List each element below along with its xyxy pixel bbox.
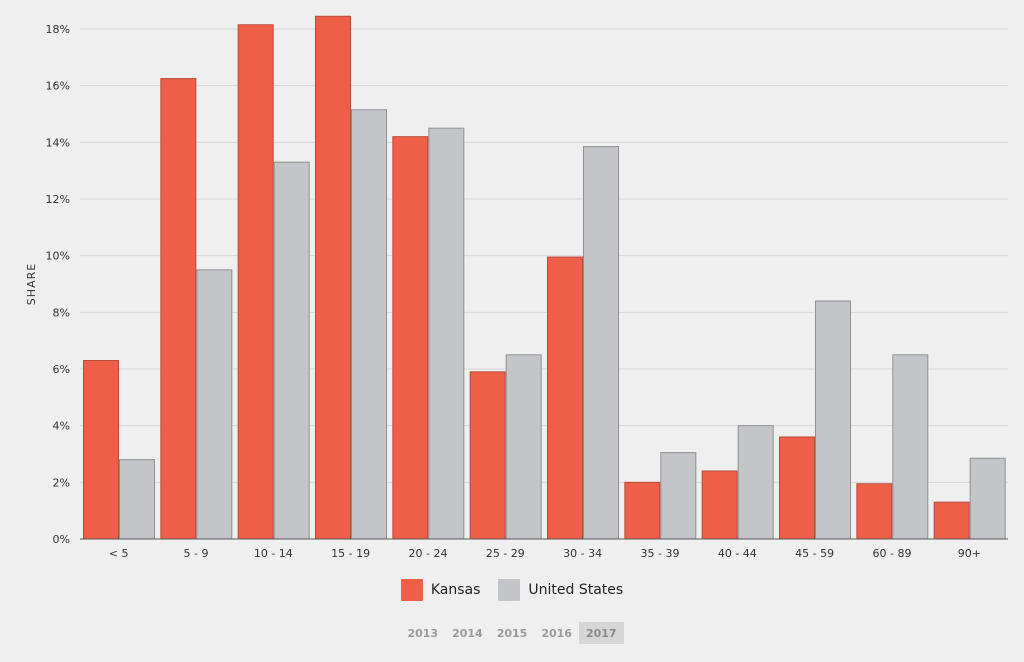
legend-item-kansas[interactable]: Kansas xyxy=(400,579,481,601)
bar-kansas xyxy=(83,360,119,540)
y-tick-label: 6% xyxy=(53,363,70,376)
bar-united-states xyxy=(815,300,851,540)
bar-united-states xyxy=(273,161,310,540)
y-tick-label: 16% xyxy=(46,80,70,93)
bar-kansas xyxy=(547,256,583,540)
bar-united-states xyxy=(969,457,1006,540)
bar-united-states xyxy=(428,127,465,540)
bar-united-states xyxy=(892,354,929,540)
bar-chart: 0% 2% 4% 6% 8% 10% 12% 14% 16% 18% SHARE < 5 5 - 9 10… xyxy=(25,15,1008,560)
bar-kansas xyxy=(779,436,815,540)
y-axis-label: SHARE xyxy=(25,263,38,305)
x-tick-label: 45 - 59 xyxy=(795,547,834,560)
bar-kansas xyxy=(237,24,274,540)
legend-swatch-kansas xyxy=(400,579,423,601)
y-tick-label: 2% xyxy=(53,476,70,489)
legend-swatch-united-states xyxy=(498,579,521,601)
bar-united-states xyxy=(119,459,155,540)
bar-kansas xyxy=(469,371,506,540)
bar-kansas xyxy=(624,481,661,540)
year-selector: 2013 2014 2015 2016 2017 xyxy=(0,622,1024,644)
bar-united-states xyxy=(351,109,387,540)
legend-label-kansas: Kansas xyxy=(430,582,481,598)
y-tick-label: 8% xyxy=(53,306,70,319)
y-tick-label: 18% xyxy=(46,23,70,36)
y-tick-label: 4% xyxy=(53,420,70,433)
x-tick-label: 25 - 29 xyxy=(486,547,525,560)
x-tick-label: 90+ xyxy=(958,547,981,560)
y-tick-label: 14% xyxy=(46,136,70,149)
legend-item-united-states[interactable]: United States xyxy=(498,579,623,601)
y-tick-label: 10% xyxy=(46,250,70,263)
x-tick-label: 5 - 9 xyxy=(184,547,209,560)
bar-united-states xyxy=(737,425,774,540)
bar-united-states xyxy=(583,146,619,540)
year-button-2015[interactable]: 2015 xyxy=(496,627,528,640)
bar-united-states xyxy=(196,269,233,540)
x-tick-label: 15 - 19 xyxy=(331,547,370,560)
x-tick-label: 10 - 14 xyxy=(254,547,293,560)
x-tick-label: 60 - 89 xyxy=(873,547,912,560)
bar-kansas xyxy=(392,136,429,540)
legend: Kansas United States xyxy=(0,579,1024,601)
x-tick-label: 40 - 44 xyxy=(718,547,757,560)
y-tick-label: 0% xyxy=(53,533,70,546)
year-button-2017[interactable]: 2017 xyxy=(578,622,624,644)
x-tick-label: 30 - 34 xyxy=(563,547,602,560)
year-button-2014[interactable]: 2014 xyxy=(452,627,483,640)
bar-kansas xyxy=(856,483,893,540)
x-tick-label: 20 - 24 xyxy=(409,547,448,560)
y-tick-label: 12% xyxy=(46,193,70,206)
bar-kansas xyxy=(315,15,351,540)
bar-kansas xyxy=(933,501,970,540)
year-button-2016[interactable]: 2016 xyxy=(541,627,572,640)
bar-united-states xyxy=(505,354,542,540)
year-button-2013[interactable]: 2013 xyxy=(407,627,439,640)
bar-kansas xyxy=(701,470,738,540)
x-tick-label: 35 - 39 xyxy=(641,547,680,560)
bar-united-states xyxy=(660,452,697,540)
legend-label-united-states: United States xyxy=(528,582,624,598)
x-tick-label: < 5 xyxy=(109,547,129,560)
bar-kansas xyxy=(160,78,197,540)
